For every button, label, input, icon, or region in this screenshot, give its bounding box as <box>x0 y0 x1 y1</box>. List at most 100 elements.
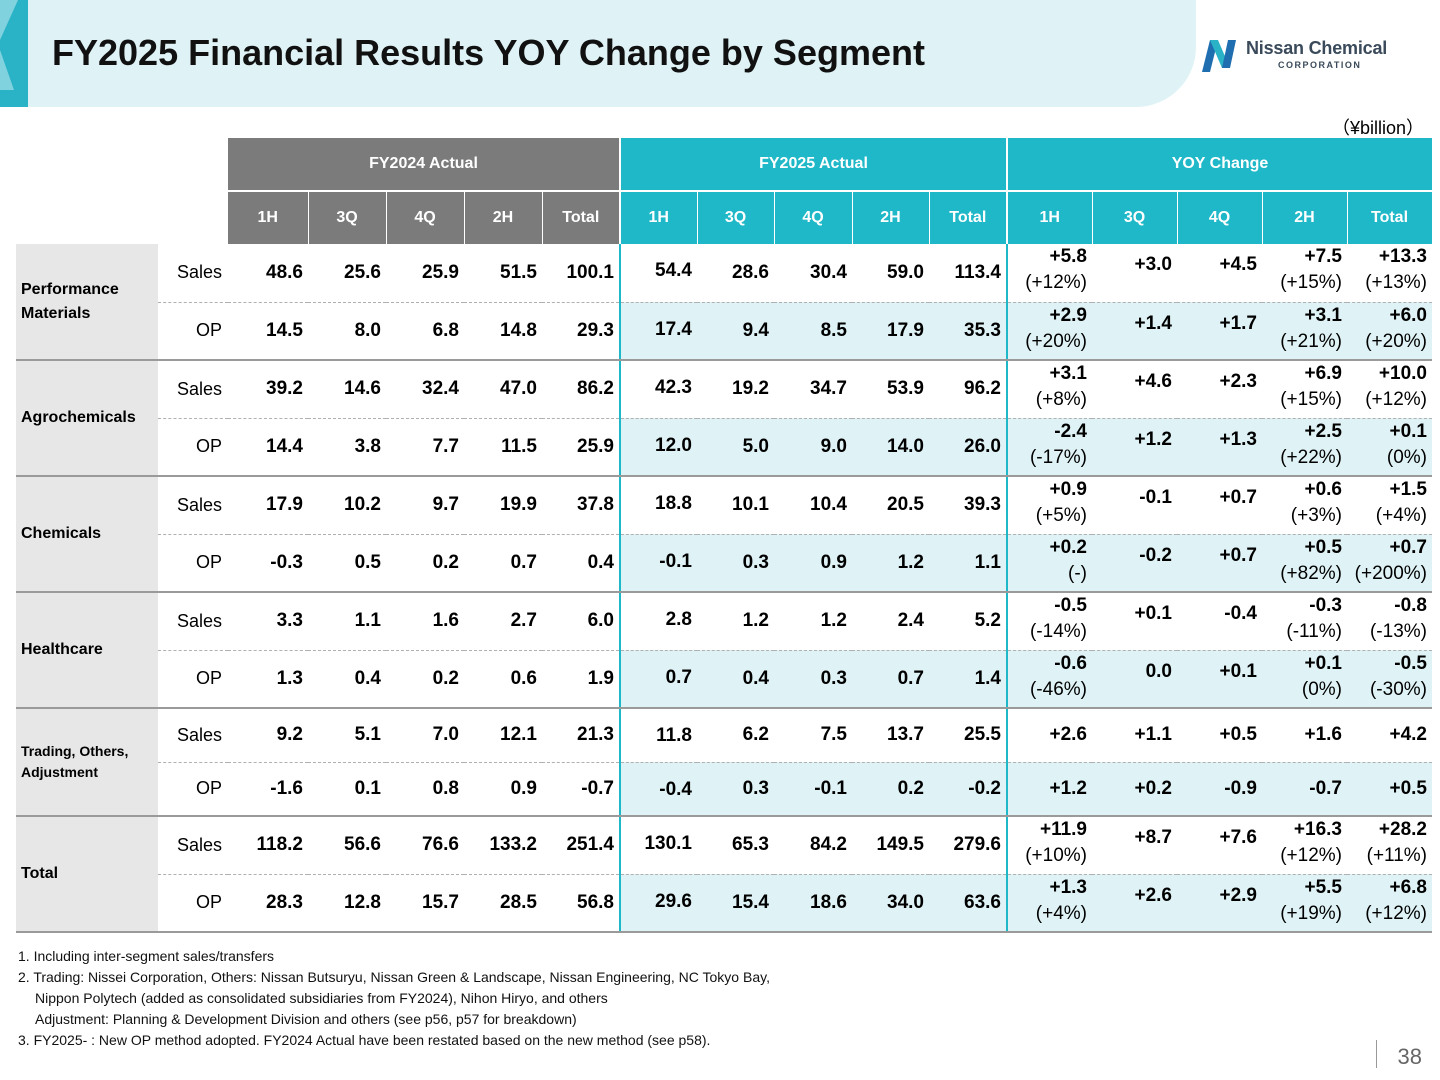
yoy-cell: +28.2 (+11%) <box>1347 816 1432 875</box>
yoy-change-value: +1.1 <box>1134 724 1172 746</box>
yoy-change-value: -0.5 <box>1394 652 1427 674</box>
fy2025-value: 14.0 <box>852 418 929 477</box>
fy2024-value: -1.6 <box>228 762 308 817</box>
yoy-cell: +4.6 <box>1092 360 1177 419</box>
fy2025-value: 0.3 <box>697 762 774 817</box>
period-header: 4Q <box>386 190 465 244</box>
metric-label: OP <box>158 762 228 817</box>
yoy-cell: +6.0 (+20%) <box>1347 302 1432 361</box>
fy2025-value: 0.3 <box>774 650 852 709</box>
period-header-row: 1H 3Q 4Q 2H Total 1H 3Q 4Q 2H Total 1H 3Q 4Q 2H Total <box>16 190 1433 244</box>
segment-label: Agrochemicals <box>16 360 158 477</box>
yoy-cell: -0.3 (-11%) <box>1262 592 1347 651</box>
yoy-cell: +1.6 <box>1262 708 1347 763</box>
fy2025-value: 35.3 <box>929 302 1007 361</box>
metric-label: Sales <box>158 244 228 303</box>
metric-label: Sales <box>158 816 228 875</box>
yoy-cell: +7.5 (+15%) <box>1262 244 1347 303</box>
yoy-change-value: +3.0 <box>1134 254 1172 275</box>
yoy-cell: +1.3 (+4%) <box>1006 874 1092 933</box>
fy2024-value: 100.1 <box>542 244 620 303</box>
yoy-cell: 0.0 <box>1092 650 1177 709</box>
fy2024-value: 48.6 <box>228 244 308 303</box>
yoy-change-value: +1.3 <box>1219 428 1257 450</box>
fy2024-value: 1.9 <box>542 650 620 709</box>
yoy-change-value: +7.5 <box>1304 246 1342 267</box>
table-row-sales: Total Sales 118.2 56.6 76.6 133.2 251.4 130.1 65… <box>16 816 1432 933</box>
fy2024-value: 0.4 <box>308 650 386 709</box>
yoy-cell: +2.6 <box>1092 874 1177 933</box>
fy2025-value: 1.4 <box>929 650 1007 709</box>
yoy-change-percent: (+20%) <box>1025 330 1087 352</box>
fy2025-value: 10.4 <box>774 476 852 535</box>
yoy-cell: +13.3 (+13%) <box>1347 244 1432 303</box>
yoy-cell: +0.5 <box>1347 762 1432 817</box>
fy2024-value: 56.8 <box>542 874 620 933</box>
yoy-change-value: +6.8 <box>1389 876 1427 898</box>
yoy-cell: +10.0 (+12%) <box>1347 360 1432 419</box>
yoy-change-percent: (+19%) <box>1280 902 1342 924</box>
yoy-change-value: +0.7 <box>1219 487 1257 508</box>
yoy-cell: +8.7 <box>1092 816 1177 875</box>
yoy-cell: +0.2 (-) <box>1006 534 1092 593</box>
yoy-cell: +2.5 (+22%) <box>1262 418 1347 477</box>
fy2025-value: 26.0 <box>929 418 1007 477</box>
fy2025-value: 113.4 <box>929 244 1007 303</box>
yoy-change-percent: (+12%) <box>1280 845 1342 866</box>
footnote: 3. FY2025- : New OP method adopted. FY20… <box>18 1032 711 1048</box>
period-header: 1H <box>228 190 309 244</box>
yoy-change-percent: (+200%) <box>1354 562 1427 584</box>
fy2025-value: 42.3 <box>619 360 697 419</box>
yoy-cell: -0.4 <box>1177 592 1262 651</box>
yoy-change-value: +2.3 <box>1219 371 1257 392</box>
table-row-op: OP 1.3 0.4 0.2 0.6 1.9 0.7 0.4 0.3 0.7 1.4 -0.6 (-46… <box>16 650 1432 709</box>
yoy-cell: -0.9 <box>1177 762 1262 817</box>
metric-label: Sales <box>158 360 228 419</box>
logo-name: Nissan Chemical <box>1246 38 1388 58</box>
yoy-cell: +0.7 <box>1177 534 1262 593</box>
fy2025-value: 65.3 <box>697 816 774 875</box>
yoy-change-value: +0.7 <box>1389 536 1427 558</box>
fy2025-value: 2.4 <box>852 592 929 651</box>
yoy-change-value: -0.2 <box>1139 544 1172 566</box>
yoy-change-value: +2.5 <box>1304 420 1342 442</box>
logo-subtitle: CORPORATION <box>1278 60 1362 70</box>
fy2025-value: 0.2 <box>852 762 929 817</box>
yoy-cell: +7.6 <box>1177 816 1262 875</box>
fy2025-value: 18.8 <box>619 476 697 535</box>
financial-results-table: FY2024 Actual FY2025 Actual YOY Change 1… <box>16 138 1433 933</box>
yoy-change-value: +3.1 <box>1304 304 1342 326</box>
yoy-cell: +1.3 <box>1177 418 1262 477</box>
title-banner <box>0 0 1196 107</box>
fy2025-value: 11.8 <box>619 708 697 763</box>
period-header: 2H <box>464 190 543 244</box>
fy2024-value: 6.0 <box>542 592 620 651</box>
fy2025-value: 1.2 <box>852 534 929 593</box>
fy2025-value: 1.1 <box>929 534 1007 593</box>
yoy-change-percent: (0%) <box>1386 446 1427 468</box>
yoy-change-percent: (+15%) <box>1280 389 1342 410</box>
fy2025-value: 9.0 <box>774 418 852 477</box>
fy2024-value: 25.9 <box>542 418 620 477</box>
table-row-op: OP 14.4 3.8 7.7 11.5 25.9 12.0 5.0 9.0 14.0 26.0 -2… <box>16 418 1432 477</box>
fy2025-value: 149.5 <box>852 816 929 875</box>
yoy-change-value: -0.1 <box>1139 487 1172 508</box>
yoy-cell: +16.3 (+12%) <box>1262 816 1347 875</box>
fy2024-value: 251.4 <box>542 816 620 875</box>
yoy-change-value: +0.1 <box>1304 652 1342 674</box>
fy2025-value: 13.7 <box>852 708 929 763</box>
fy2025-value: 5.0 <box>697 418 774 477</box>
footnote: Nippon Polytech (added as consolidated s… <box>35 990 608 1006</box>
period-header: 1H <box>619 190 698 244</box>
unit-label: （¥billion） <box>1331 118 1424 138</box>
fy2024-value: 118.2 <box>228 816 308 875</box>
yoy-change-value: +5.8 <box>1049 246 1087 267</box>
fy2024-value: 14.6 <box>308 360 386 419</box>
yoy-cell: +3.1 (+21%) <box>1262 302 1347 361</box>
yoy-change-value: +0.2 <box>1049 536 1087 558</box>
segment-label: Healthcare <box>16 592 158 709</box>
yoy-change-value: +0.5 <box>1389 777 1427 799</box>
yoy-change-percent: (0%) <box>1301 678 1342 700</box>
yoy-change-value: +0.1 <box>1389 420 1427 442</box>
yoy-change-value: +2.6 <box>1134 884 1172 906</box>
